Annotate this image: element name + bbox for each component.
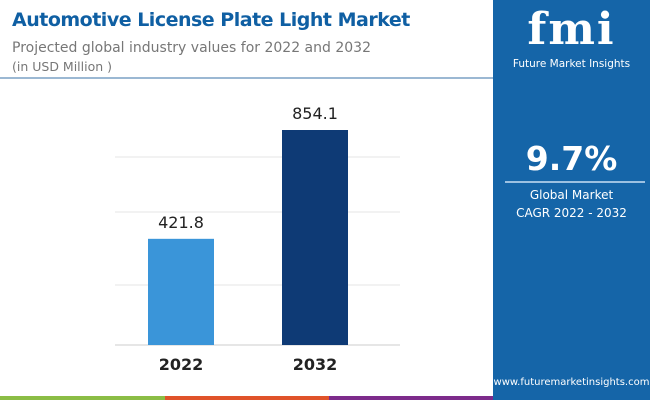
side-panel: fmi Future Market Insights 9.7% Global M… (493, 0, 650, 400)
cagr-label-1: Global Market (529, 188, 614, 202)
header-divider (0, 77, 493, 79)
stripe-orange (165, 396, 329, 400)
x-tick-label: 2022 (159, 355, 204, 374)
bar-chart: 421.8 2022 854.1 2032 (115, 104, 400, 374)
brand-name: Future Market Insights (512, 58, 631, 70)
chart-subtitle: Projected global industry values for 202… (12, 40, 371, 56)
x-tick-label: 2032 (293, 355, 338, 374)
bar-2032 (282, 130, 348, 345)
chart-title: Automotive License Plate Light Market (12, 9, 410, 31)
cagr-label-2: CAGR 2022 - 2032 (516, 206, 627, 220)
unit-note: (in USD Million ) (12, 59, 113, 74)
fmi-logo: fmi (527, 4, 616, 55)
data-label-2022: 421.8 (158, 213, 204, 232)
stripe-green (0, 396, 165, 400)
cagr-divider (505, 181, 645, 183)
website-url[interactable]: www.futuremarketinsights.com (493, 377, 650, 388)
cagr-value: 9.7% (525, 139, 618, 178)
data-label-2032: 854.1 (292, 104, 338, 123)
bar-2022 (148, 238, 214, 345)
stripe-purple (329, 396, 493, 400)
